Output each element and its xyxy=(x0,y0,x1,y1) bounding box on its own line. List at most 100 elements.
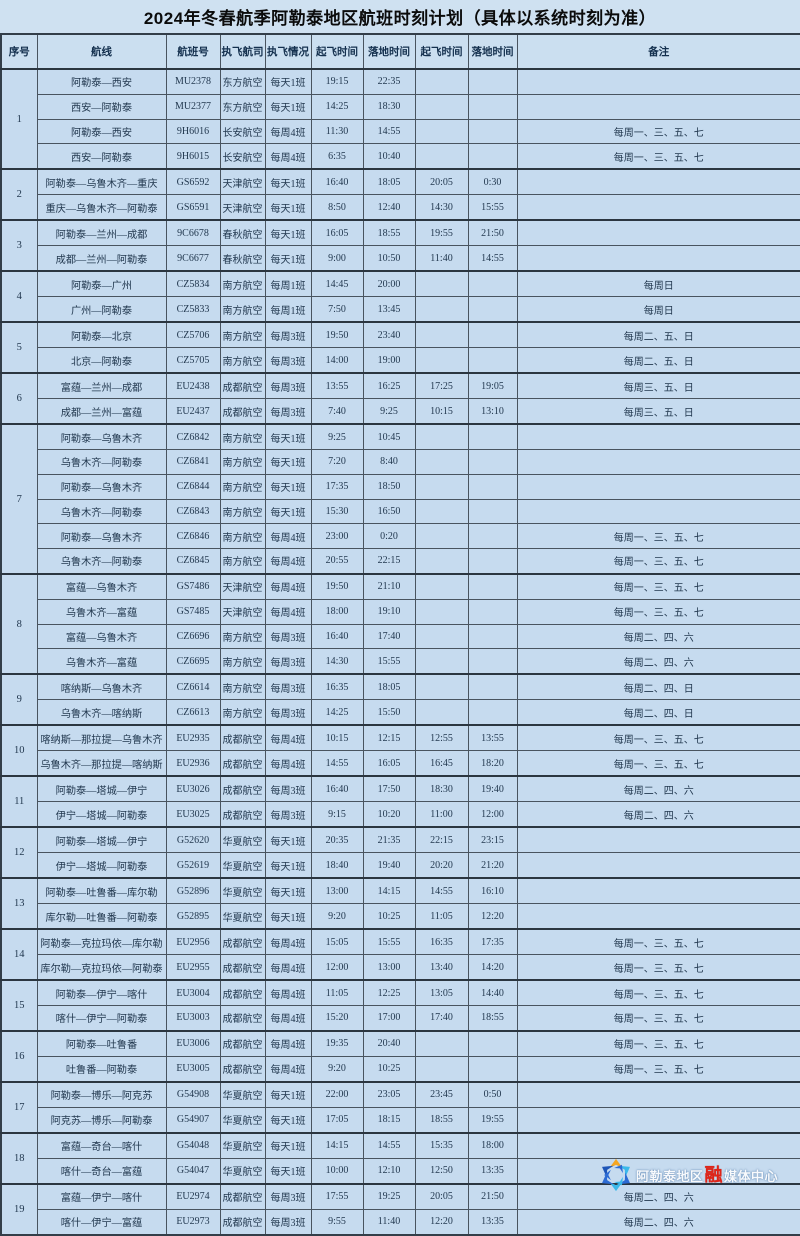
cell-arr-time-1: 20:40 xyxy=(362,1030,416,1057)
cell-airline: 成都航空 xyxy=(219,724,266,752)
cell-flight-no: G54048 xyxy=(165,1132,221,1159)
cell-remark: 每周一、三、五、七 xyxy=(516,1030,800,1057)
cell-dep-time-2 xyxy=(414,347,469,374)
table-row: 阿勒泰—乌鲁木齐 CZ6844 南方航空 每天1班 17:35 18:50 xyxy=(1,473,800,500)
cell-arr-time-2 xyxy=(467,143,518,170)
table-row: 伊宁—塔城—阿勒泰 EU3025 成都航空 每周3班 9:15 10:20 11:00 12:… xyxy=(1,801,800,828)
cell-frequency: 每天1班 xyxy=(264,1132,312,1159)
cell-arr-time-2 xyxy=(467,547,518,575)
cell-flight-no: 9H6016 xyxy=(165,118,221,145)
cell-dep-time-1: 18:40 xyxy=(310,852,364,879)
col-header-frequency: 执飞情况 xyxy=(264,33,312,70)
cell-remark: 每周一、三、五、七 xyxy=(516,979,800,1007)
cell-airline: 长安航空 xyxy=(219,118,266,145)
cell-route: 阿勒泰—北京 xyxy=(36,321,167,349)
cell-remark: 每周一、三、五、七 xyxy=(516,143,800,170)
cell-frequency: 每周4班 xyxy=(264,1055,312,1083)
cell-flight-no: G52896 xyxy=(165,877,221,905)
table-row: 喀什—奇台—富蕴 G54047 华夏航空 每天1班 10:00 12:10 12:50 13:… xyxy=(1,1157,800,1185)
cell-airline: 成都航空 xyxy=(219,979,266,1007)
cell-flight-no: EU3003 xyxy=(165,1004,221,1032)
cell-dep-time-1: 12:00 xyxy=(310,954,364,981)
cell-frequency: 每天1班 xyxy=(264,219,312,247)
cell-frequency: 每天1班 xyxy=(264,903,312,930)
table-row: 12 阿勒泰—塔城—伊宁 G52620 华夏航空 每天1班 20:35 21:35 22:15… xyxy=(0,826,800,879)
cell-route: 阿勒泰—塔城—伊宁 xyxy=(36,775,167,803)
cell-arr-time-1: 12:10 xyxy=(362,1157,416,1185)
cell-dep-time-1: 20:35 xyxy=(310,826,364,854)
cell-dep-time-2: 19:55 xyxy=(414,219,469,247)
cell-arr-time-2: 13:35 xyxy=(467,1208,518,1236)
cell-dep-time-2: 13:05 xyxy=(414,979,469,1007)
cell-airline: 华夏航空 xyxy=(219,903,266,930)
cell-airline: 成都航空 xyxy=(219,1030,266,1057)
cell-arr-time-2: 14:20 xyxy=(467,954,518,981)
cell-airline: 南方航空 xyxy=(219,423,266,451)
cell-dep-time-2 xyxy=(414,270,469,298)
cell-airline: 成都航空 xyxy=(219,775,266,803)
cell-remark xyxy=(516,168,800,196)
flight-schedule-table: 序号 航线 航班号 执飞航司 执飞情况 起飞时间 落地时间 起飞时间 落地时间 备注 1 阿勒泰—西… xyxy=(0,33,800,1236)
cell-route: 富蕴—乌鲁木齐 xyxy=(36,573,167,600)
cell-route: 乌鲁木齐—阿勒泰 xyxy=(36,498,167,525)
cell-route: 喀什—奇台—富蕴 xyxy=(36,1157,167,1185)
cell-flight-no: EU2974 xyxy=(165,1183,221,1210)
cell-flight-no: EU3004 xyxy=(165,979,221,1007)
group-number: 15 xyxy=(0,979,38,1032)
cell-airline: 南方航空 xyxy=(219,473,266,500)
cell-dep-time-1: 19:35 xyxy=(310,1030,364,1057)
cell-frequency: 每周3班 xyxy=(264,1208,312,1236)
cell-arr-time-2: 18:20 xyxy=(467,750,518,777)
group-number: 19 xyxy=(0,1183,38,1236)
cell-frequency: 每周3班 xyxy=(264,775,312,803)
cell-route: 阿克苏—博乐—阿勒泰 xyxy=(36,1106,167,1134)
cell-dep-time-2 xyxy=(414,118,469,145)
table-row: 重庆—乌鲁木齐—阿勒泰 GS6591 天津航空 每天1班 8:50 12:40 14:30 1… xyxy=(1,194,800,221)
cell-arr-time-2: 13:35 xyxy=(467,1157,518,1185)
cell-frequency: 每周3班 xyxy=(264,673,312,701)
cell-dep-time-2: 15:35 xyxy=(414,1132,469,1159)
cell-airline: 南方航空 xyxy=(219,270,266,298)
table-row: 6 富蕴—兰州—成都 EU2438 成都航空 每周3班 13:55 16:25 17:25 19… xyxy=(0,372,800,425)
cell-remark: 每周三、五、日 xyxy=(516,398,800,425)
cell-route: 富蕴—伊宁—喀什 xyxy=(36,1183,167,1210)
cell-dep-time-2: 20:20 xyxy=(414,852,469,879)
cell-airline: 南方航空 xyxy=(219,547,266,575)
cell-dep-time-1: 16:40 xyxy=(310,623,364,650)
group-number: 14 xyxy=(0,928,38,981)
group-number: 7 xyxy=(0,423,38,575)
cell-frequency: 每周4班 xyxy=(264,598,312,625)
cell-arr-time-2 xyxy=(467,68,518,95)
cell-remark: 每周二、四、六 xyxy=(516,1208,800,1236)
cell-arr-time-1: 21:35 xyxy=(362,826,416,854)
cell-dep-time-1: 6:35 xyxy=(310,143,364,170)
cell-dep-time-1: 14:30 xyxy=(310,648,364,675)
cell-dep-time-1: 14:55 xyxy=(310,750,364,777)
cell-dep-time-1: 16:40 xyxy=(310,168,364,196)
flight-group-3: 3 阿勒泰—兰州—成都 9C6678 春秋航空 每天1班 16:05 18:55 19:55 2… xyxy=(0,219,800,272)
cell-remark xyxy=(516,473,800,500)
cell-arr-time-2: 21:50 xyxy=(467,219,518,247)
table-row: 10 喀纳斯—那拉提—乌鲁木齐 EU2935 成都航空 每周4班 10:15 12:15 12… xyxy=(0,724,800,777)
cell-arr-time-2 xyxy=(467,296,518,323)
cell-arr-time-2 xyxy=(467,598,518,625)
cell-frequency: 每周4班 xyxy=(264,547,312,575)
table-row: 3 阿勒泰—兰州—成都 9C6678 春秋航空 每天1班 16:05 18:55 19:55 2… xyxy=(0,219,800,272)
col-header-remark: 备注 xyxy=(516,33,800,70)
cell-dep-time-2: 18:30 xyxy=(414,775,469,803)
cell-remark: 每周一、三、五、七 xyxy=(516,523,800,549)
table-row: 7 阿勒泰—乌鲁木齐 CZ6842 南方航空 每天1班 9:25 10:45 xyxy=(0,423,800,575)
cell-airline: 华夏航空 xyxy=(219,826,266,854)
cell-route: 阿勒泰—吐鲁番 xyxy=(36,1030,167,1057)
table-row: 15 阿勒泰—伊宁—喀什 EU3004 成都航空 每周4班 11:05 12:25 13:05… xyxy=(0,979,800,1032)
cell-dep-time-1: 16:40 xyxy=(310,775,364,803)
cell-remark xyxy=(516,93,800,120)
flight-group-9: 9 喀纳斯—乌鲁木齐 CZ6614 南方航空 每周3班 16:35 18:05 每周二、四、日… xyxy=(0,673,800,726)
flight-group-1: 1 阿勒泰—西安 MU2378 东方航空 每天1班 19:15 22:35 西安—阿勒泰 MU2… xyxy=(0,68,800,170)
col-header-airline: 执飞航司 xyxy=(219,33,266,70)
cell-route: 喀纳斯—那拉提—乌鲁木齐 xyxy=(36,724,167,752)
cell-remark: 每周二、四、六 xyxy=(516,623,800,650)
col-header-arr-time-2: 落地时间 xyxy=(467,33,518,70)
cell-remark xyxy=(516,852,800,879)
table-row: 库尔勒—吐鲁番—阿勒泰 G52895 华夏航空 每天1班 9:20 10:25 11:05 1… xyxy=(1,903,800,930)
